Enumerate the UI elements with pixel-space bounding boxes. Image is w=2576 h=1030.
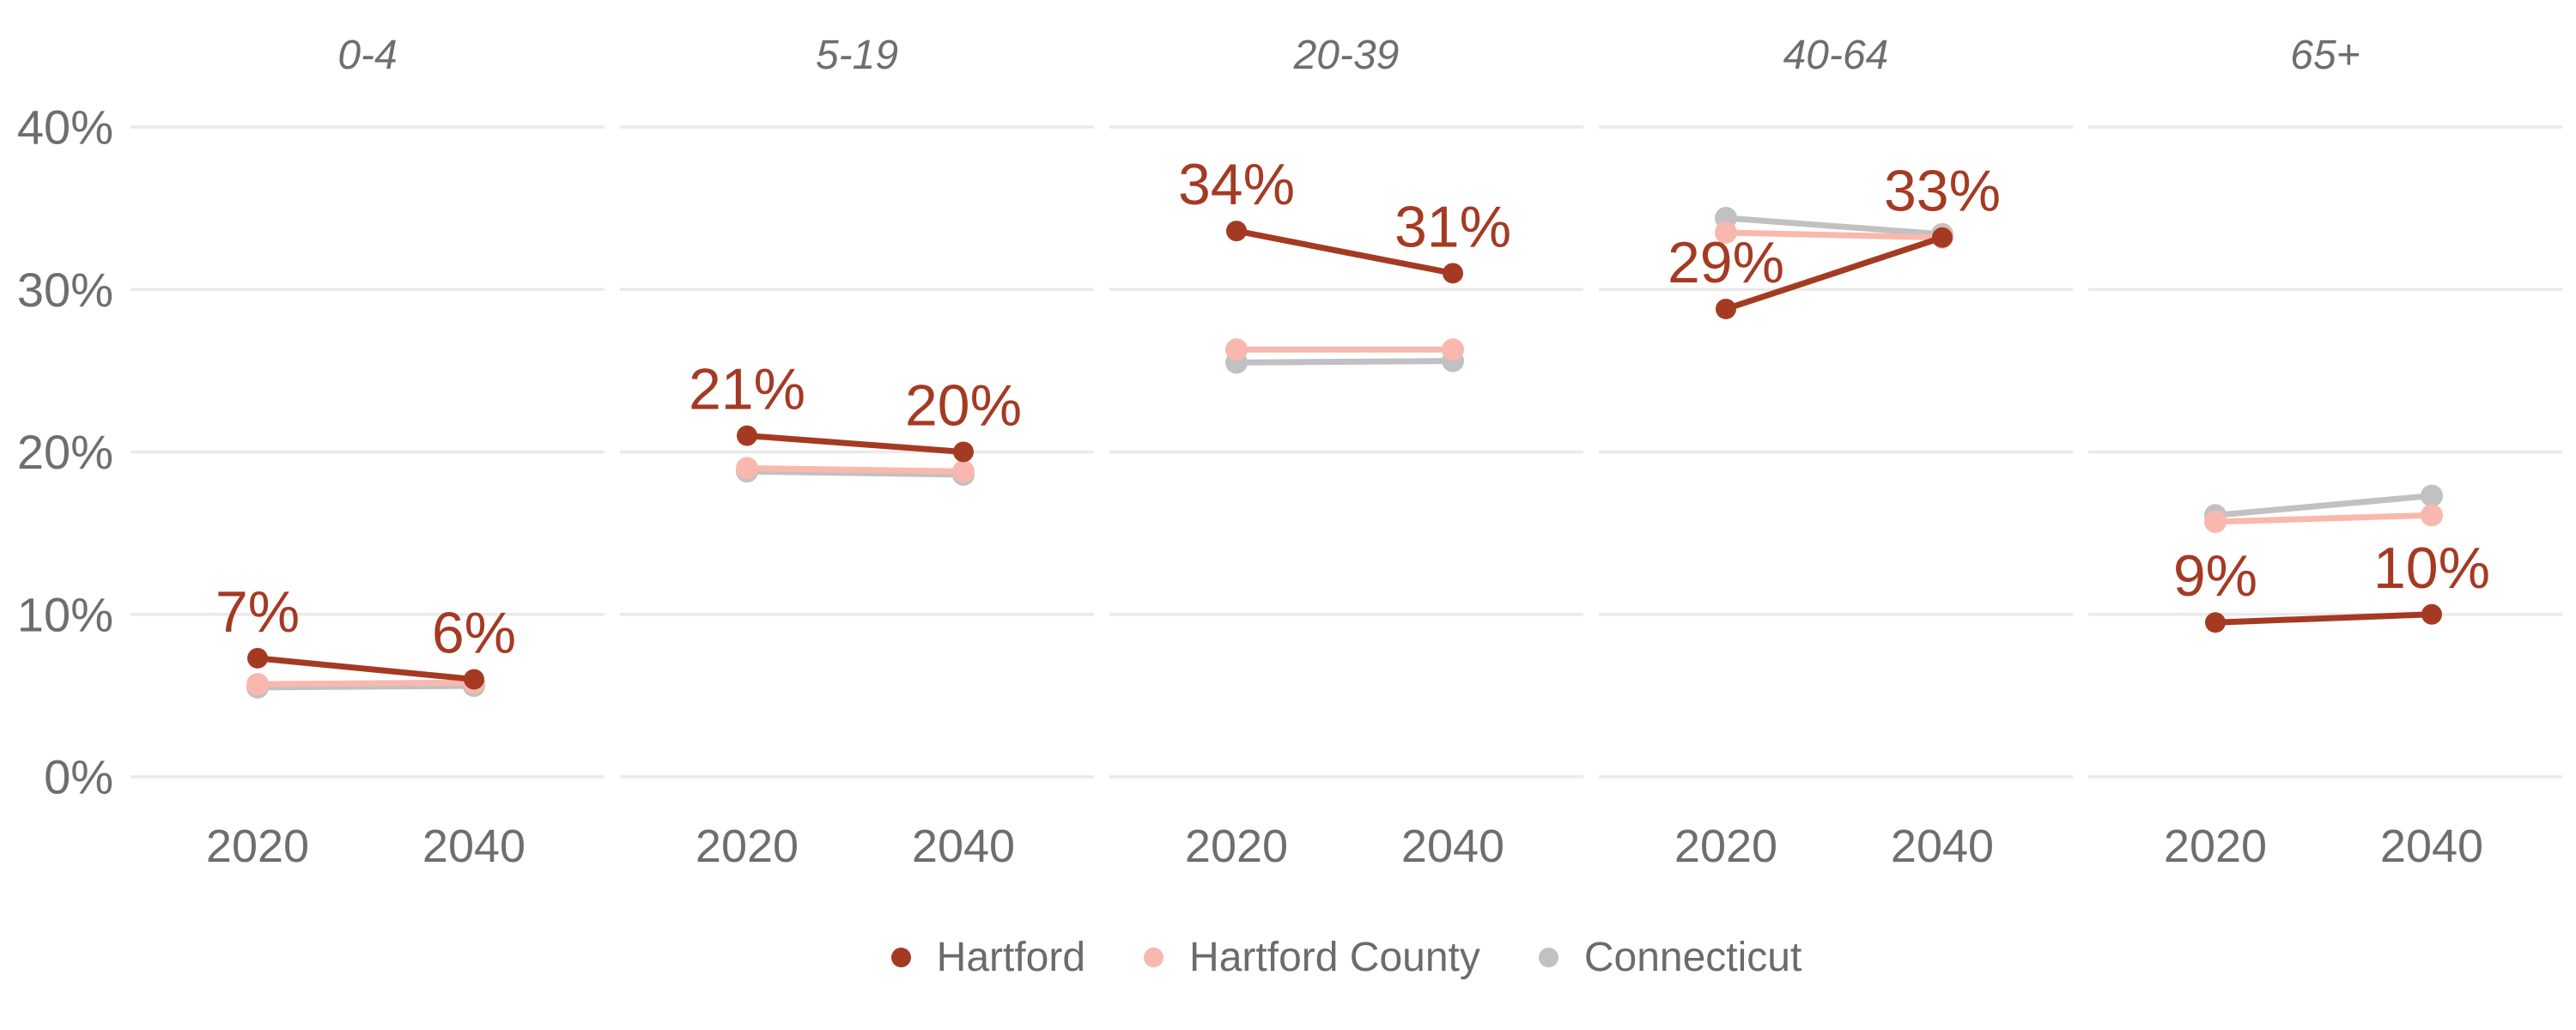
- legend-item-hartford-county: Hartford County: [1144, 934, 1480, 981]
- y-axis-tick-label: 40%: [17, 100, 113, 154]
- value-label: 7%: [216, 579, 300, 645]
- data-point: [1442, 338, 1464, 361]
- series-line: [746, 433, 964, 455]
- x-axis-tick-label: 2020: [206, 821, 309, 872]
- series-line: [1725, 215, 1943, 238]
- data-point: [1932, 227, 1953, 248]
- y-axis-tick-label: 10%: [17, 587, 113, 641]
- legend-label: Connecticut: [1583, 935, 1802, 980]
- data-point: [247, 647, 268, 669]
- value-label: 29%: [1668, 230, 1784, 295]
- data-point: [2421, 484, 2443, 507]
- data-point: [2421, 603, 2442, 625]
- data-point: [464, 669, 484, 690]
- data-point: [1225, 338, 1248, 361]
- data-point: [246, 673, 269, 696]
- facet-title: 5-19: [816, 33, 898, 78]
- legend: Hartford Hartford County Connecticut: [131, 934, 2562, 981]
- legend-dot-icon: [1144, 948, 1164, 967]
- x-axis-tick-label: 2040: [1401, 821, 1504, 872]
- data-point: [952, 460, 975, 483]
- facet-title: 0-4: [337, 33, 397, 78]
- data-point: [1715, 221, 1737, 245]
- value-label: 21%: [689, 357, 805, 422]
- data-point: [2205, 612, 2226, 633]
- data-point: [1226, 221, 1247, 242]
- data-point: [737, 425, 757, 446]
- facet-title: 20-39: [1293, 33, 1400, 78]
- x-axis-tick-label: 2040: [912, 821, 1015, 872]
- facet-title: 65+: [2290, 33, 2360, 78]
- value-label: 9%: [2173, 543, 2257, 609]
- y-axis-tick-label: 0%: [44, 750, 113, 804]
- series-line: [257, 679, 475, 688]
- legend-item-connecticut: Connecticut: [1538, 934, 1802, 981]
- series-line: [1236, 227, 1454, 276]
- legend-label: Hartford: [936, 935, 1086, 980]
- data-point: [953, 441, 974, 463]
- y-axis-tick-label: 20%: [17, 425, 113, 479]
- series-line: [257, 655, 475, 682]
- series-line: [1236, 358, 1454, 366]
- x-axis-tick-label: 2020: [1185, 821, 1288, 872]
- y-axis-tick-label: 30%: [17, 263, 113, 317]
- legend-dot-icon: [1538, 948, 1558, 967]
- x-axis-tick-label: 2040: [1891, 821, 1994, 872]
- legend-label: Hartford County: [1189, 935, 1480, 980]
- value-label: 33%: [1884, 159, 2001, 224]
- value-label: 10%: [2373, 536, 2490, 601]
- value-label: 20%: [905, 373, 1022, 439]
- data-point: [2421, 504, 2443, 527]
- series-line: [2215, 611, 2433, 626]
- series-line: [746, 464, 964, 475]
- x-axis-tick-label: 2020: [696, 821, 799, 872]
- data-point: [1716, 298, 1736, 319]
- legend-item-hartford: Hartford: [890, 934, 1086, 981]
- value-label: 6%: [432, 600, 516, 665]
- series-line: [1724, 234, 1944, 312]
- series-line: [257, 682, 475, 691]
- legend-dot-icon: [890, 948, 911, 967]
- x-axis-tick-label: 2020: [1674, 821, 1777, 872]
- series-line: [1725, 229, 1943, 241]
- value-label: 34%: [1178, 152, 1295, 217]
- data-point: [736, 457, 758, 480]
- series-line: [746, 468, 964, 478]
- series-line: [2215, 493, 2433, 518]
- data-point: [1443, 263, 1463, 284]
- facet-title: 40-64: [1783, 33, 1889, 78]
- value-label: 31%: [1394, 194, 1511, 259]
- x-axis-tick-label: 2020: [2164, 821, 2267, 872]
- x-axis-tick-label: 2040: [2380, 821, 2483, 872]
- data-point: [2204, 510, 2227, 533]
- x-axis-tick-label: 2040: [422, 821, 526, 872]
- series-line: [2215, 512, 2433, 525]
